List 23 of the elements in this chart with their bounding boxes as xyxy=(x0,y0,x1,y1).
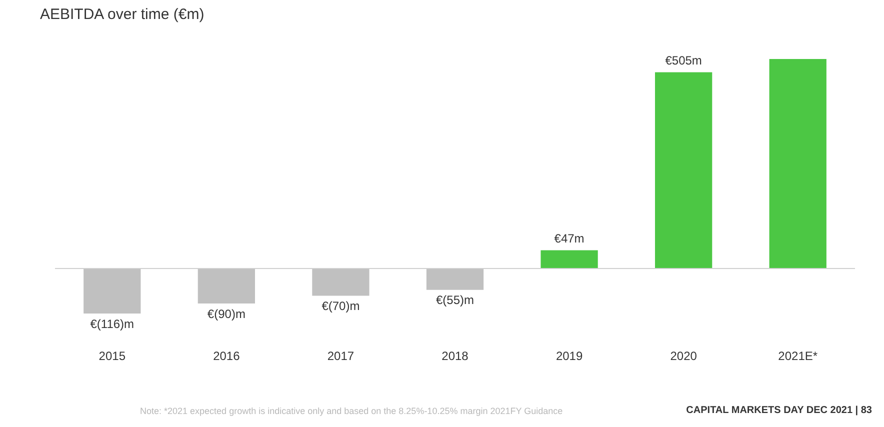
data-label: €505m xyxy=(665,54,702,68)
x-tick-label: 2018 xyxy=(442,349,469,364)
x-tick-label: 2020 xyxy=(670,349,698,364)
bar xyxy=(84,268,141,314)
x-tick-label: 2015 xyxy=(98,349,126,364)
data-label: €(70)m xyxy=(322,299,360,314)
x-tick-label: 2017 xyxy=(327,349,354,364)
bar xyxy=(426,268,484,290)
text: Note: *2021 expected growth is indicative only and based on the 8.25%-10.25% margin 2021FY Guidance xyxy=(140,406,563,416)
x-tick-label: 2021E* xyxy=(778,349,818,364)
data-label: €(90)m xyxy=(207,306,246,321)
data-label: €(55)m xyxy=(436,293,474,308)
x-tick-label: 2019 xyxy=(556,349,583,364)
chart-title: AEBITDA over time (€m) xyxy=(40,6,204,23)
x-tick-label: 2016 xyxy=(213,349,240,364)
bar xyxy=(198,268,255,304)
data-label: €(116)m xyxy=(90,316,134,331)
text: CAPITAL MARKETS DAY DEC 2021 | 83 xyxy=(686,405,872,416)
bar xyxy=(769,59,826,269)
bar xyxy=(540,250,598,269)
data-label: €47m xyxy=(554,232,584,246)
bar xyxy=(655,72,712,269)
bar xyxy=(312,268,370,296)
